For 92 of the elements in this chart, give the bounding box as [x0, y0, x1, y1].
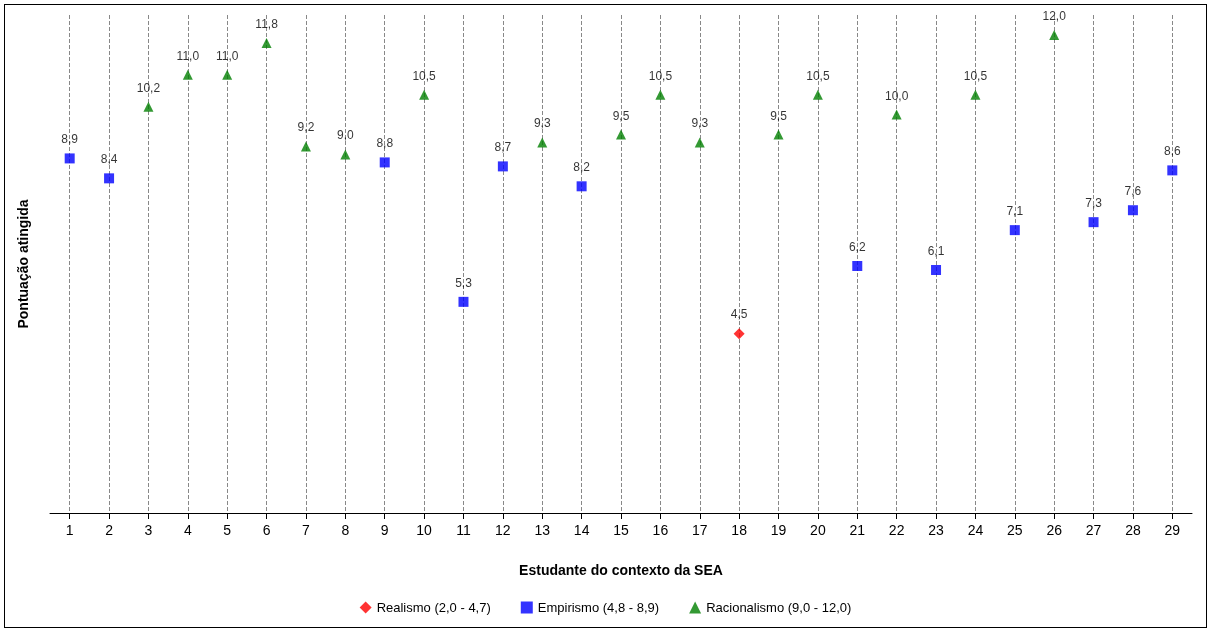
data-label: 11,0 [176, 48, 200, 63]
point [1127, 205, 1138, 216]
point [931, 264, 942, 275]
point [1088, 217, 1099, 228]
data-label: 10,2 [136, 80, 161, 95]
x-tick-label: 26 [1046, 522, 1063, 538]
x-tick-label: 29 [1164, 522, 1181, 538]
point [497, 161, 508, 172]
point [182, 69, 193, 80]
data-label: 9,2 [297, 120, 315, 135]
x-tick-label: 4 [183, 522, 192, 538]
x-tick-label: 21 [849, 522, 866, 538]
data-label: 8,7 [494, 140, 512, 155]
x-tick-label: 1 [65, 522, 74, 538]
data-label: 8,8 [376, 136, 394, 151]
data-label: 9,3 [691, 116, 709, 131]
x-tick-label: 8 [341, 522, 350, 538]
x-tick-label: 7 [302, 522, 311, 538]
data-label: 12,0 [1042, 8, 1067, 23]
point [340, 149, 351, 160]
point [694, 137, 705, 148]
data-label: 8,4 [100, 152, 118, 167]
x-tick-label: 25 [1007, 522, 1023, 538]
legend-label: Racionalismo (9,0 - 12,0) [706, 600, 852, 615]
x-tick-label: 22 [888, 522, 905, 538]
data-label: 9,5 [612, 108, 630, 123]
data-label: 7,1 [1006, 204, 1024, 219]
point [104, 173, 115, 184]
point [1049, 29, 1060, 40]
x-axis-title: Estudante do contexto da SEA [519, 562, 723, 578]
x-tick-label: 6 [262, 522, 271, 538]
data-label: 6,1 [927, 243, 945, 258]
x-tick-label: 19 [770, 522, 787, 538]
x-tick-label: 5 [223, 522, 232, 538]
x-tick-label: 18 [731, 522, 748, 538]
data-label: 8,6 [1163, 144, 1181, 159]
point [222, 69, 233, 80]
data-label: 9,3 [533, 116, 551, 131]
data-label: 10,0 [884, 88, 909, 103]
data-label: 9,0 [337, 128, 355, 143]
x-tick-label: 20 [810, 522, 826, 538]
x-tick-label: 11 [456, 522, 471, 538]
point [64, 153, 75, 164]
point [458, 296, 469, 307]
x-tick-label: 9 [380, 522, 389, 538]
x-tick-label: 13 [534, 522, 551, 538]
data-label: 10,5 [806, 68, 830, 83]
point [537, 137, 548, 148]
data-label: 7,6 [1124, 184, 1142, 199]
x-tick-label: 10 [416, 522, 433, 538]
data-label: 11,8 [255, 16, 279, 31]
point [733, 328, 745, 340]
point [970, 89, 981, 100]
x-tick-label: 24 [967, 522, 984, 538]
data-label: 4,5 [730, 307, 748, 322]
data-label: 5,3 [455, 275, 473, 290]
data-label: 10,5 [648, 68, 673, 83]
point [576, 181, 587, 192]
point [773, 129, 784, 140]
data-label: 10,5 [963, 68, 988, 83]
legend-label: Realismo (2,0 - 4,7) [376, 600, 491, 615]
point [1167, 165, 1178, 176]
data-label: 10,5 [412, 68, 437, 83]
point [143, 101, 154, 112]
x-tick-label: 2 [105, 522, 114, 538]
x-tick-label: 17 [691, 522, 708, 538]
point [812, 89, 823, 100]
point [300, 141, 311, 152]
data-label: 8,2 [573, 160, 591, 175]
point [852, 260, 863, 271]
point [891, 109, 902, 120]
point [655, 89, 666, 100]
x-tick-label: 23 [928, 522, 945, 538]
data-label: 11,0 [215, 48, 239, 63]
x-tick-label: 15 [613, 522, 629, 538]
point [419, 89, 430, 100]
point [1009, 225, 1020, 236]
x-tick-label: 12 [495, 522, 511, 538]
point [261, 37, 272, 48]
data-label: 7,3 [1085, 196, 1103, 211]
x-tick-label: 16 [652, 522, 669, 538]
data-label: 9,5 [770, 108, 788, 123]
x-tick-label: 14 [573, 522, 590, 538]
point [379, 157, 390, 168]
x-tick-label: 27 [1085, 522, 1102, 538]
legend-label: Empirismo (4,8 - 8,9) [537, 600, 660, 615]
x-tick-label: 3 [144, 522, 153, 538]
x-tick-label: 28 [1125, 522, 1141, 538]
point [616, 129, 626, 140]
data-label: 8,9 [61, 132, 79, 147]
data-label: 6,2 [848, 239, 866, 254]
y-axis-title: Pontuação atingida [15, 199, 31, 329]
